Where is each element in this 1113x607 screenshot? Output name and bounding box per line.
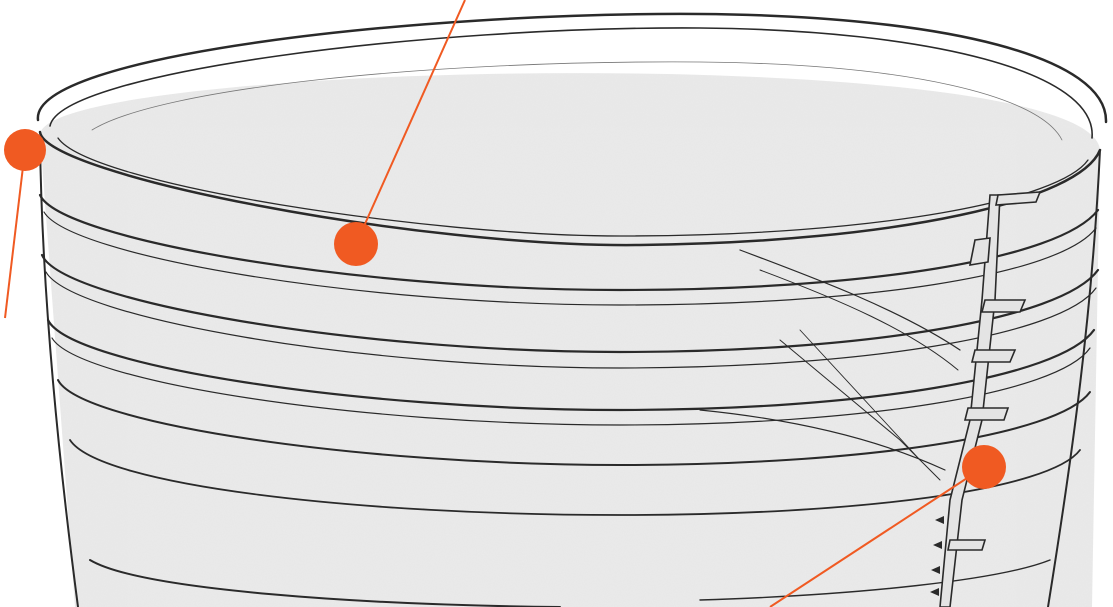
- seam-strip: [939, 191, 1042, 607]
- drum-right-wall: [1047, 149, 1101, 607]
- callout-marker-outer-rim[interactable]: [4, 129, 46, 171]
- rib-2: [40, 253, 1100, 354]
- callout-marker-seam[interactable]: [962, 445, 1006, 489]
- rim-outer-top: [36, 12, 1108, 124]
- callout-marker-inner-rim[interactable]: [334, 222, 378, 266]
- rib-3: [46, 318, 1096, 412]
- rib-4: [57, 379, 1091, 467]
- leader-line-seam: [769, 466, 985, 607]
- seam-notches: [930, 516, 944, 596]
- rim-outer-inner-edge: [49, 27, 1093, 139]
- rib-5: [69, 439, 1081, 516]
- rib-1: [38, 193, 1100, 292]
- leader-line-outer-rim: [4, 149, 26, 319]
- leader-line-inner-rim: [355, 0, 466, 245]
- drum-left-wall: [39, 139, 79, 607]
